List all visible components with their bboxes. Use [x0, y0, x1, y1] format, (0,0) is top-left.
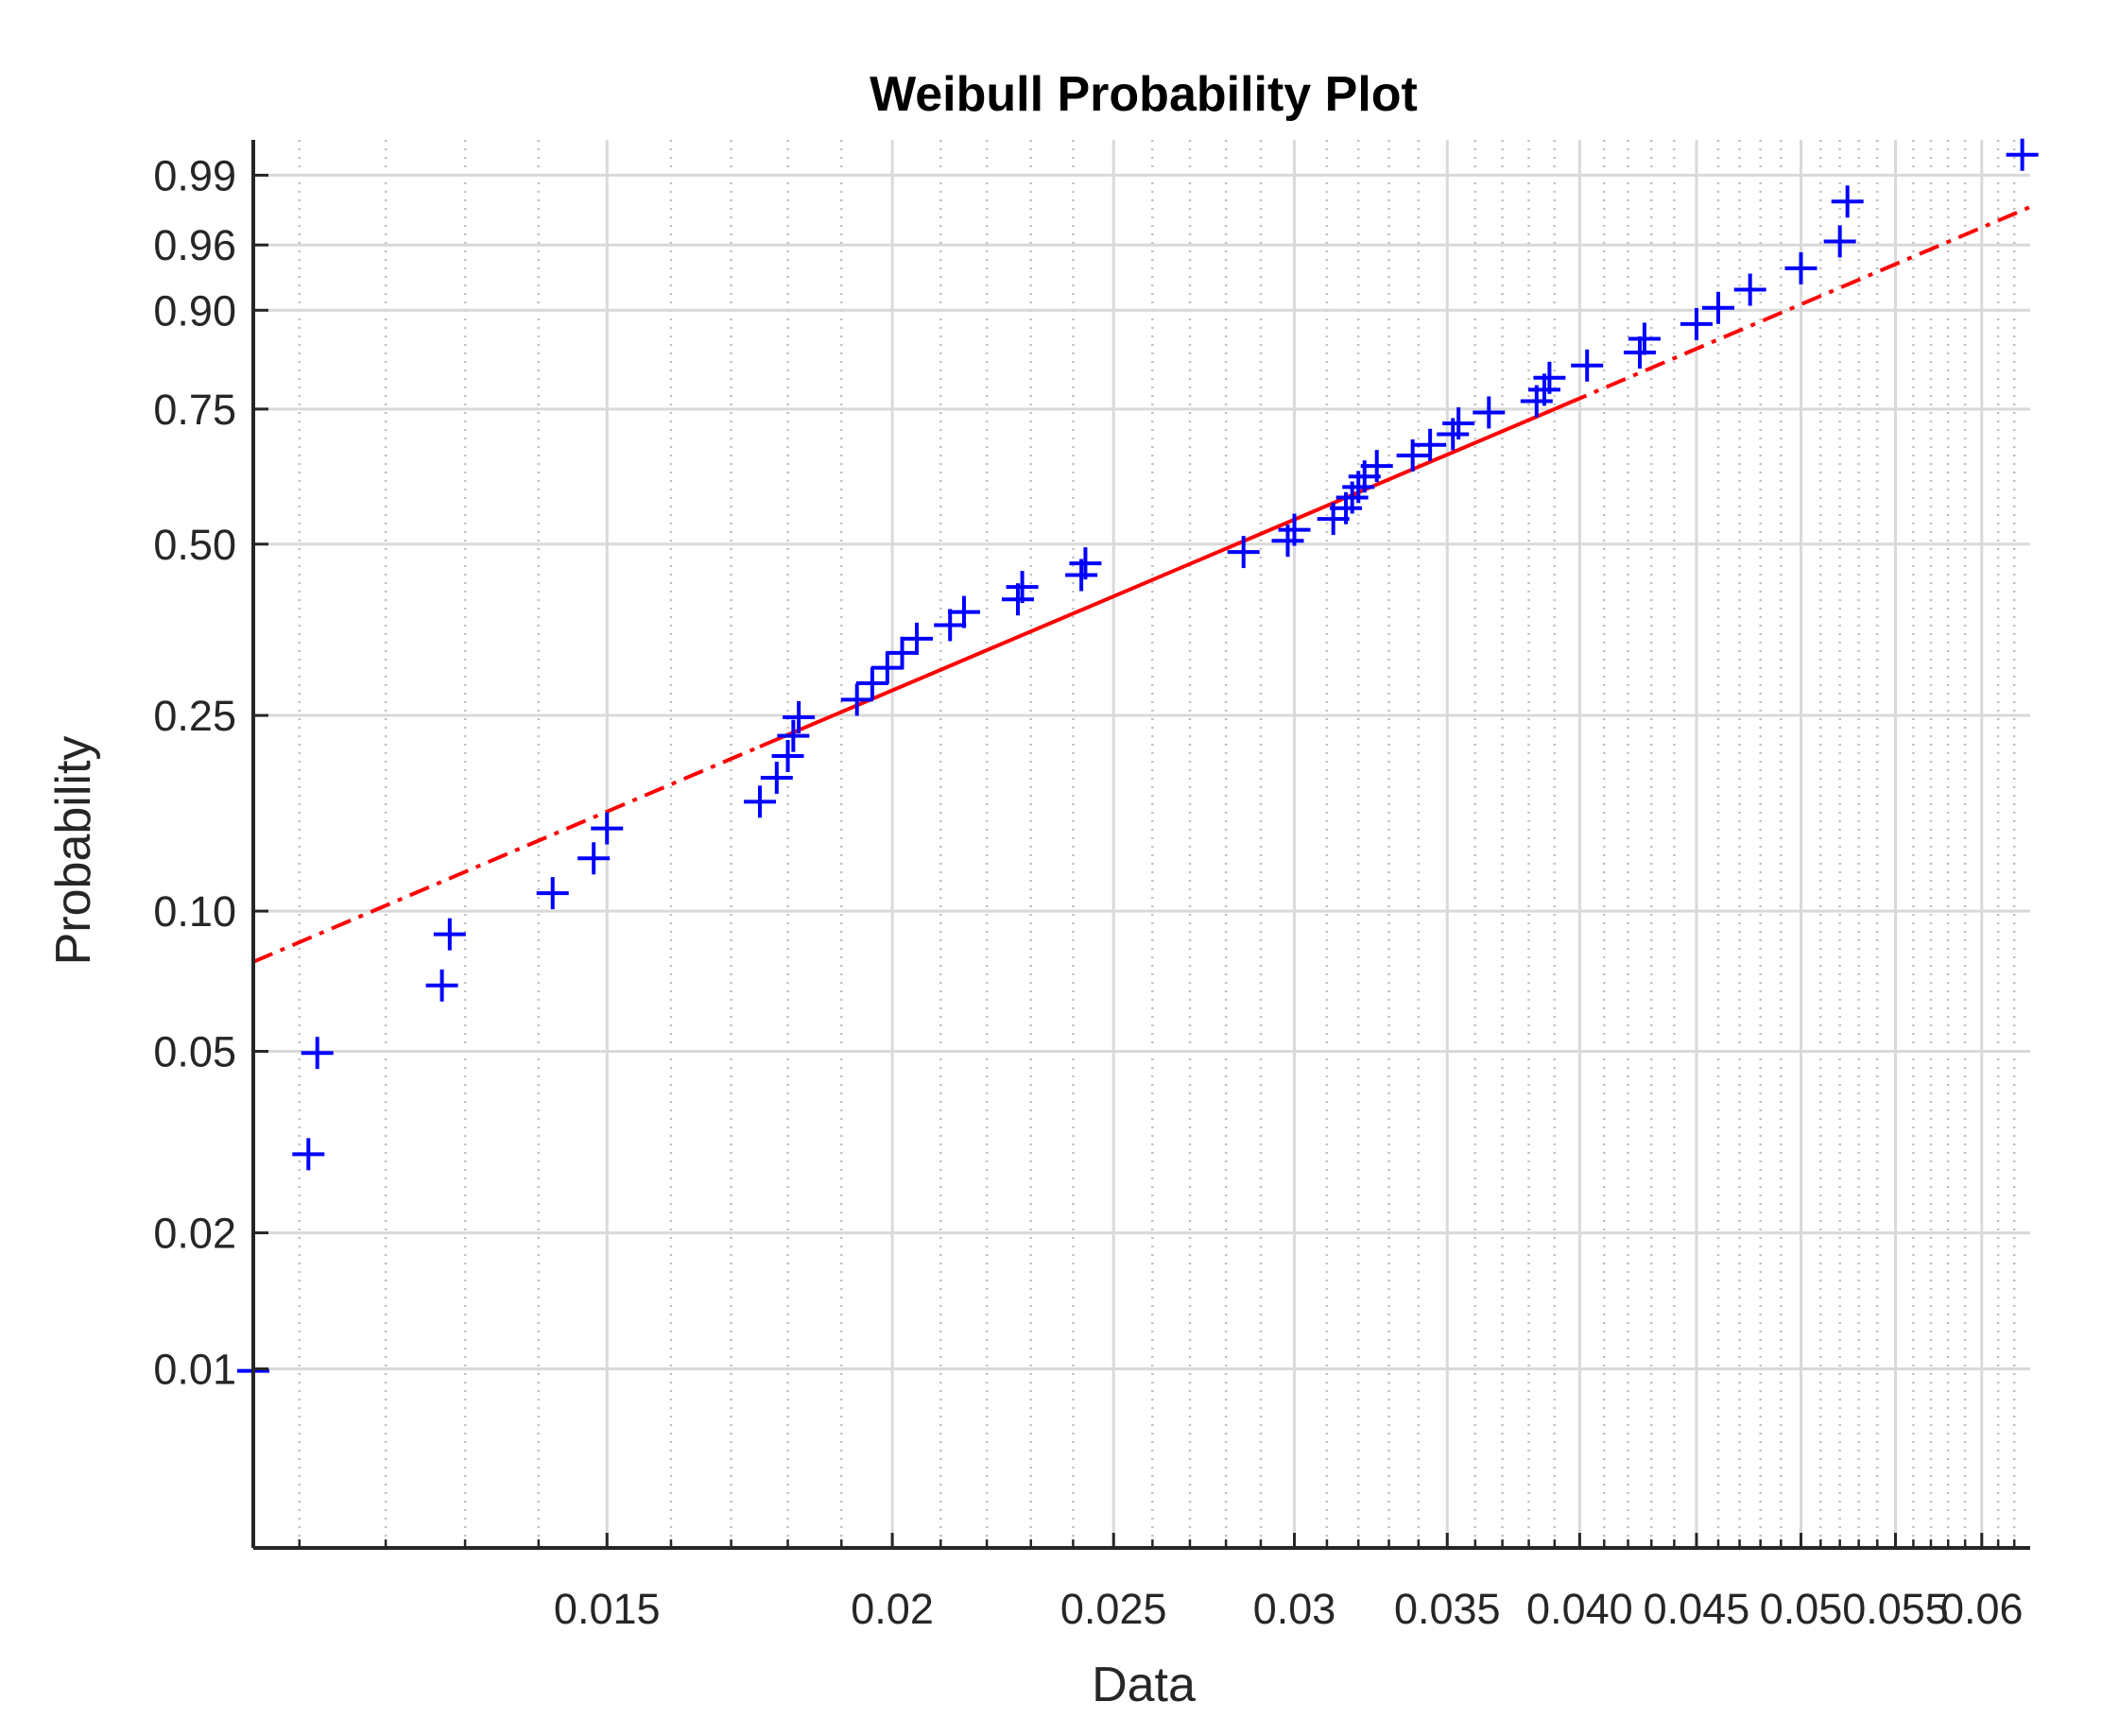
data-point [743, 785, 776, 818]
data-point [1702, 291, 1735, 324]
data-point [947, 595, 980, 628]
x-tick-label: 0.025 [1060, 1585, 1167, 1633]
data-point [771, 740, 804, 773]
x-tick-label: 0.03 [1253, 1585, 1336, 1633]
data-point [1823, 225, 1856, 258]
data-point [777, 719, 810, 752]
grid-lines [253, 140, 2030, 1548]
y-tick-label: 0.75 [153, 386, 236, 434]
data-point [1360, 450, 1393, 483]
x-axis-label: Data [1092, 1658, 1196, 1712]
data-point [1396, 438, 1429, 472]
axes [251, 140, 2030, 1550]
y-tick-label: 0.01 [153, 1345, 236, 1393]
data-point [886, 636, 919, 669]
data-point [870, 651, 904, 684]
data-point [433, 918, 466, 951]
data-point [2006, 138, 2039, 171]
x-tick-label: 0.045 [1644, 1585, 1750, 1633]
data-point [1006, 571, 1039, 604]
x-tick-labels: 0.015 0.02 0.025 0.03 0.035 0.040 0.045 0.05 0.0… [554, 1585, 2024, 1633]
data-point [783, 700, 816, 733]
data-point [1733, 273, 1766, 306]
x-tick-label: 0.015 [554, 1585, 661, 1633]
data-points [237, 138, 2039, 1387]
y-tick-label: 0.02 [153, 1210, 236, 1258]
y-tick-label: 0.05 [153, 1027, 236, 1075]
data-point [1278, 513, 1311, 546]
data-point [1571, 349, 1604, 382]
data-point [425, 969, 458, 1002]
y-axis-label: Probability [46, 736, 101, 966]
x-tick-label: 0.055 [1842, 1585, 1949, 1633]
data-point [1628, 322, 1661, 355]
x-tick-label: 0.05 [1760, 1585, 1843, 1633]
data-point [1442, 407, 1475, 440]
x-tick-label: 0.040 [1526, 1585, 1633, 1633]
data-point [1227, 536, 1260, 569]
data-point [1784, 251, 1818, 284]
data-point [760, 762, 793, 795]
data-point [577, 842, 611, 875]
y-tick-label: 0.50 [153, 521, 236, 569]
y-tick-label: 0.90 [153, 286, 236, 335]
fit-line-solid [759, 402, 1568, 748]
x-tick-label: 0.02 [851, 1585, 934, 1633]
y-tick-label: 0.99 [153, 151, 236, 199]
y-tick-label: 0.10 [153, 887, 236, 936]
data-point [536, 877, 569, 910]
data-point [855, 667, 888, 700]
data-point [1680, 307, 1713, 340]
data-point [1414, 428, 1447, 461]
data-point [840, 683, 873, 716]
data-point [1623, 336, 1656, 370]
fit-line-lower-extrapolation [252, 745, 761, 964]
fit-line [252, 205, 2031, 964]
data-point [292, 1138, 325, 1171]
data-point [591, 812, 624, 845]
data-point [900, 622, 933, 655]
data-point [1069, 547, 1102, 580]
x-tick-label: 0.06 [1940, 1585, 2024, 1633]
data-point [1831, 185, 1864, 218]
data-point [1533, 361, 1566, 394]
y-tick-label: 0.25 [153, 692, 236, 740]
data-point [934, 609, 967, 642]
x-tick-label: 0.035 [1394, 1585, 1501, 1633]
data-point [1473, 396, 1506, 429]
chart-title: Weibull Probability Plot [870, 67, 1418, 122]
y-tick-labels: 0.01 0.02 0.05 0.10 0.25 0.50 0.75 0.90 0.96 0.99 [153, 151, 236, 1393]
y-tick-label: 0.96 [153, 221, 236, 269]
data-point [301, 1037, 334, 1070]
